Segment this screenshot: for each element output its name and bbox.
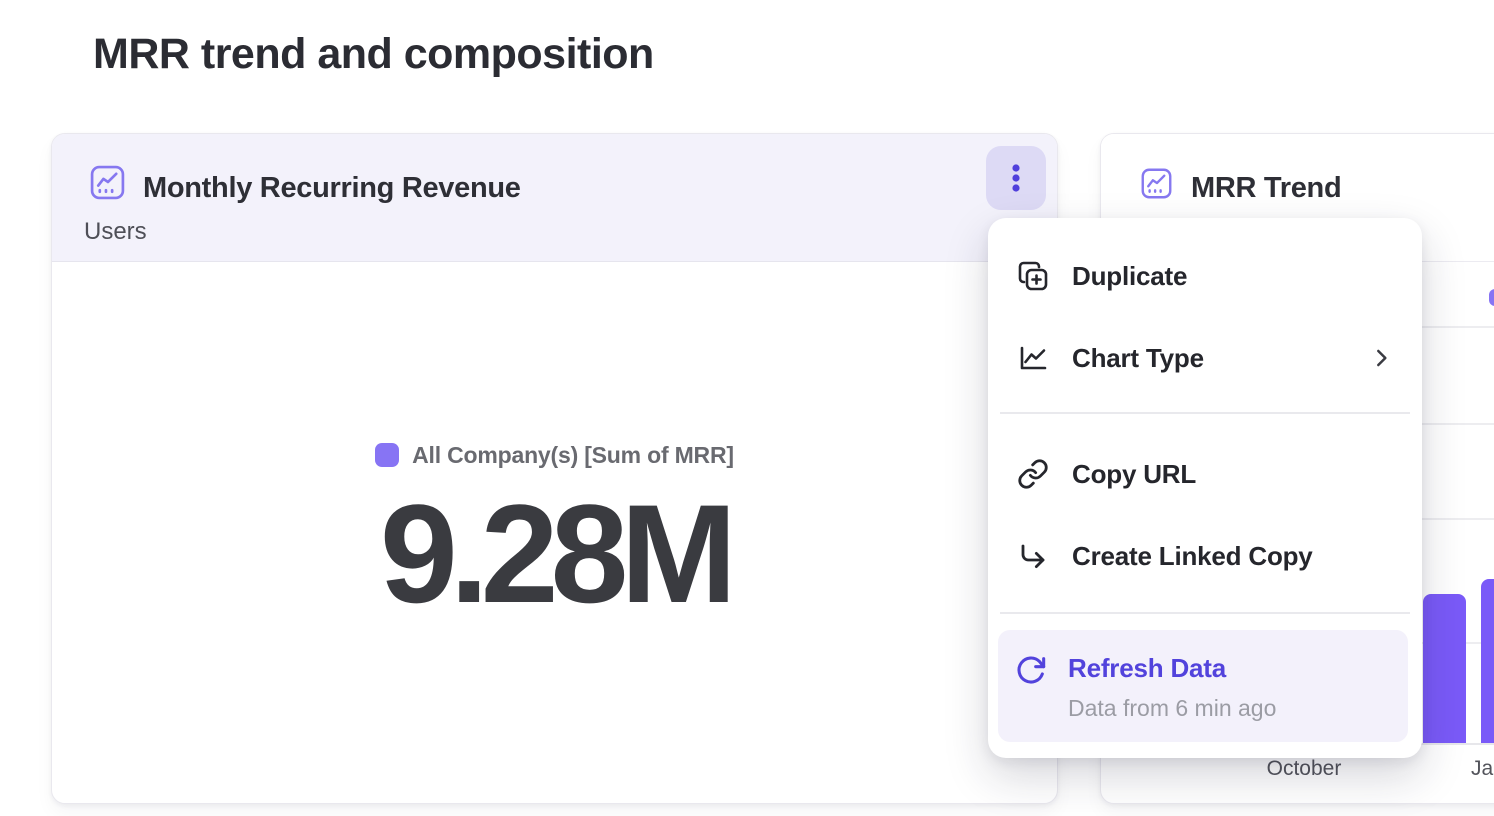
menu-item-chart-type[interactable]: Chart Type <box>988 324 1422 392</box>
page-title: MRR trend and composition <box>93 30 654 78</box>
x-axis-label-january-clipped: Ja <box>1471 757 1494 780</box>
menu-item-refresh-data[interactable]: Refresh Data Data from 6 min ago <box>998 630 1408 742</box>
chart-icon <box>89 164 126 201</box>
bar-october <box>1423 594 1466 743</box>
menu-item-label: Chart Type <box>1072 342 1204 373</box>
menu-item-label: Create Linked Copy <box>1072 540 1313 571</box>
refresh-label: Refresh Data <box>1068 653 1226 683</box>
kebab-icon <box>1011 163 1021 193</box>
link-icon <box>1016 457 1050 491</box>
menu-divider <box>1000 412 1410 414</box>
kebab-menu-button[interactable] <box>986 146 1046 210</box>
kpi-value: 9.28M <box>379 475 737 632</box>
menu-item-duplicate[interactable]: Duplicate <box>988 242 1422 310</box>
bar-january <box>1481 579 1494 743</box>
menu-item-label: Duplicate <box>1072 260 1188 291</box>
mrr-card-header: Monthly Recurring Revenue Users <box>52 134 1057 262</box>
refresh-icon <box>1015 654 1047 686</box>
duplicate-icon <box>1016 259 1050 293</box>
x-axis-label-october: October <box>1266 757 1342 780</box>
legend-swatch <box>375 443 400 467</box>
menu-item-copy-url[interactable]: Copy URL <box>988 440 1422 508</box>
context-menu: Duplicate Chart Type Copy URL <box>988 218 1422 758</box>
mrr-card-title: Monthly Recurring Revenue <box>143 172 521 204</box>
corner-down-right-icon <box>1016 539 1050 573</box>
chart-type-icon <box>1016 341 1050 375</box>
kpi-legend: All Company(s) [Sum of MRR] <box>52 440 1057 470</box>
chevron-right-icon <box>1368 345 1394 371</box>
menu-divider <box>1000 612 1410 614</box>
trend-card-title: MRR Trend <box>1191 172 1342 204</box>
menu-item-create-linked-copy[interactable]: Create Linked Copy <box>988 522 1422 590</box>
legend-label: All Company(s) [Sum of MRR] <box>412 441 734 468</box>
trend-legend-swatch <box>1489 289 1494 306</box>
refresh-sublabel: Data from 6 min ago <box>1068 695 1277 721</box>
chart-icon <box>1140 167 1173 200</box>
menu-item-label: Copy URL <box>1072 458 1197 489</box>
mrr-card-subtitle: Users <box>84 218 147 245</box>
mrr-card: Monthly Recurring Revenue Users All Comp… <box>51 133 1058 804</box>
